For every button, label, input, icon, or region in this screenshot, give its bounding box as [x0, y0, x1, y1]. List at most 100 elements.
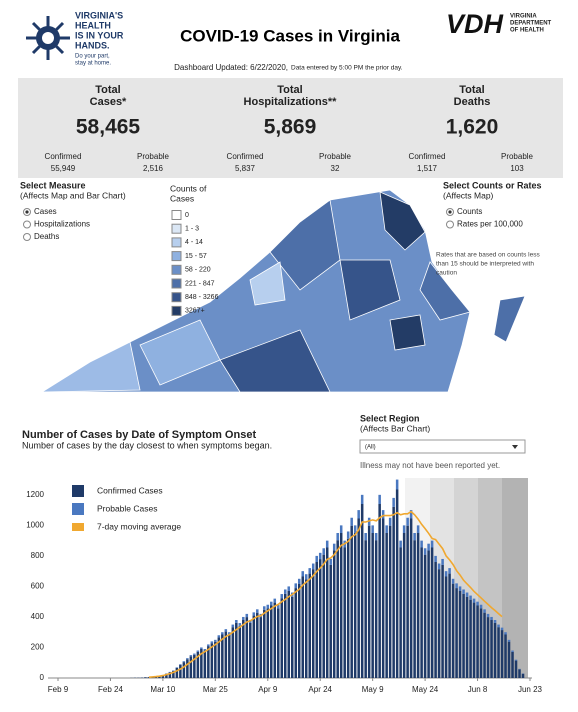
bar [231, 624, 235, 628]
bar [465, 596, 469, 678]
x-tick-label: Apr 24 [308, 685, 332, 694]
bar [497, 624, 500, 628]
bar [434, 562, 437, 678]
legend-swatch [72, 523, 84, 531]
control-title: Select Region [360, 413, 420, 423]
bar [490, 616, 493, 620]
summary-label: Total [95, 84, 120, 96]
bar [476, 601, 479, 606]
breakdown-value: 55,949 [51, 164, 76, 173]
bar [189, 655, 193, 657]
bar [350, 517, 353, 526]
bar [235, 622, 238, 678]
bar [325, 547, 329, 678]
radio-label: Hospitalizations [34, 220, 90, 229]
bar [228, 634, 231, 678]
legend-label: Confirmed Cases [97, 485, 163, 495]
bar [318, 559, 322, 678]
radio[interactable] [446, 220, 454, 229]
legend-swatch [171, 278, 182, 289]
bar [311, 563, 315, 570]
dropdown-value: (All) [365, 445, 376, 451]
legend-label: 0 [185, 212, 189, 219]
x-tick-label: May 9 [362, 685, 384, 694]
breakdown-value: 103 [510, 164, 524, 173]
bar [514, 659, 518, 661]
bar [179, 665, 182, 678]
bar [165, 673, 168, 678]
radio-label: Counts [457, 207, 482, 216]
bar [395, 479, 399, 490]
bar [437, 563, 441, 570]
bar [413, 540, 416, 678]
radio[interactable] [23, 220, 31, 229]
bar [249, 622, 252, 678]
bar [458, 591, 462, 678]
radio-dot [25, 210, 29, 214]
bar [472, 602, 476, 678]
bar [367, 525, 371, 678]
bar [214, 641, 217, 678]
legend-label: 1 - 3 [185, 226, 199, 233]
bar [266, 604, 270, 609]
bar [270, 601, 273, 606]
legend-swatch [171, 264, 182, 275]
radio-label: Cases [34, 207, 57, 216]
bar [186, 659, 189, 678]
bar [315, 562, 318, 678]
bar [175, 667, 179, 668]
bar [263, 606, 266, 610]
bar [301, 576, 304, 678]
bar [420, 540, 423, 548]
legend-swatch [171, 210, 182, 220]
bar [263, 609, 266, 678]
bar [339, 525, 343, 533]
region-dropdown[interactable] [359, 439, 526, 454]
bar [304, 574, 308, 580]
chart-note: Illness may not have been reported yet. [360, 461, 500, 470]
bar [514, 660, 518, 678]
bar [413, 533, 416, 541]
rates-note: than 15 should be interpreted with [436, 261, 534, 268]
y-tick-label: 1200 [26, 490, 44, 499]
legend-label: 58 - 220 [185, 267, 211, 274]
control-title: Select Measure [20, 180, 86, 190]
bar [245, 613, 249, 618]
updated-note: Data entered by 5:00 PM the prior day. [291, 65, 403, 72]
bar [273, 602, 277, 678]
bar [385, 525, 388, 533]
bar [252, 615, 256, 678]
bar [374, 540, 378, 678]
bar [402, 533, 406, 678]
y-tick-label: 1000 [26, 520, 44, 529]
bar [521, 673, 525, 678]
bar [294, 588, 298, 678]
bar [455, 588, 458, 678]
bar [332, 543, 336, 551]
bar [504, 632, 507, 635]
bar [416, 525, 420, 533]
logo-text: HEALTH [75, 20, 111, 30]
radio[interactable] [23, 233, 31, 241]
logo-sub: Do your part, [75, 54, 110, 60]
bar [336, 533, 339, 541]
bar [304, 579, 308, 678]
legend-title: Counts of [170, 183, 207, 193]
breakdown-value: 2,516 [143, 164, 164, 173]
bar [455, 583, 458, 589]
bar [297, 583, 301, 678]
bar [395, 489, 399, 678]
bar [256, 612, 259, 678]
y-tick-label: 0 [40, 673, 45, 682]
bar [350, 525, 353, 678]
bar [371, 525, 374, 533]
bar [242, 616, 245, 620]
bar [357, 510, 360, 519]
summary-label: Deaths [454, 96, 491, 108]
bar [311, 569, 315, 678]
bar [158, 676, 161, 678]
legend-swatch [171, 237, 182, 248]
x-tick-label: Feb 9 [48, 685, 69, 694]
bar [224, 631, 228, 678]
bar [284, 589, 287, 594]
